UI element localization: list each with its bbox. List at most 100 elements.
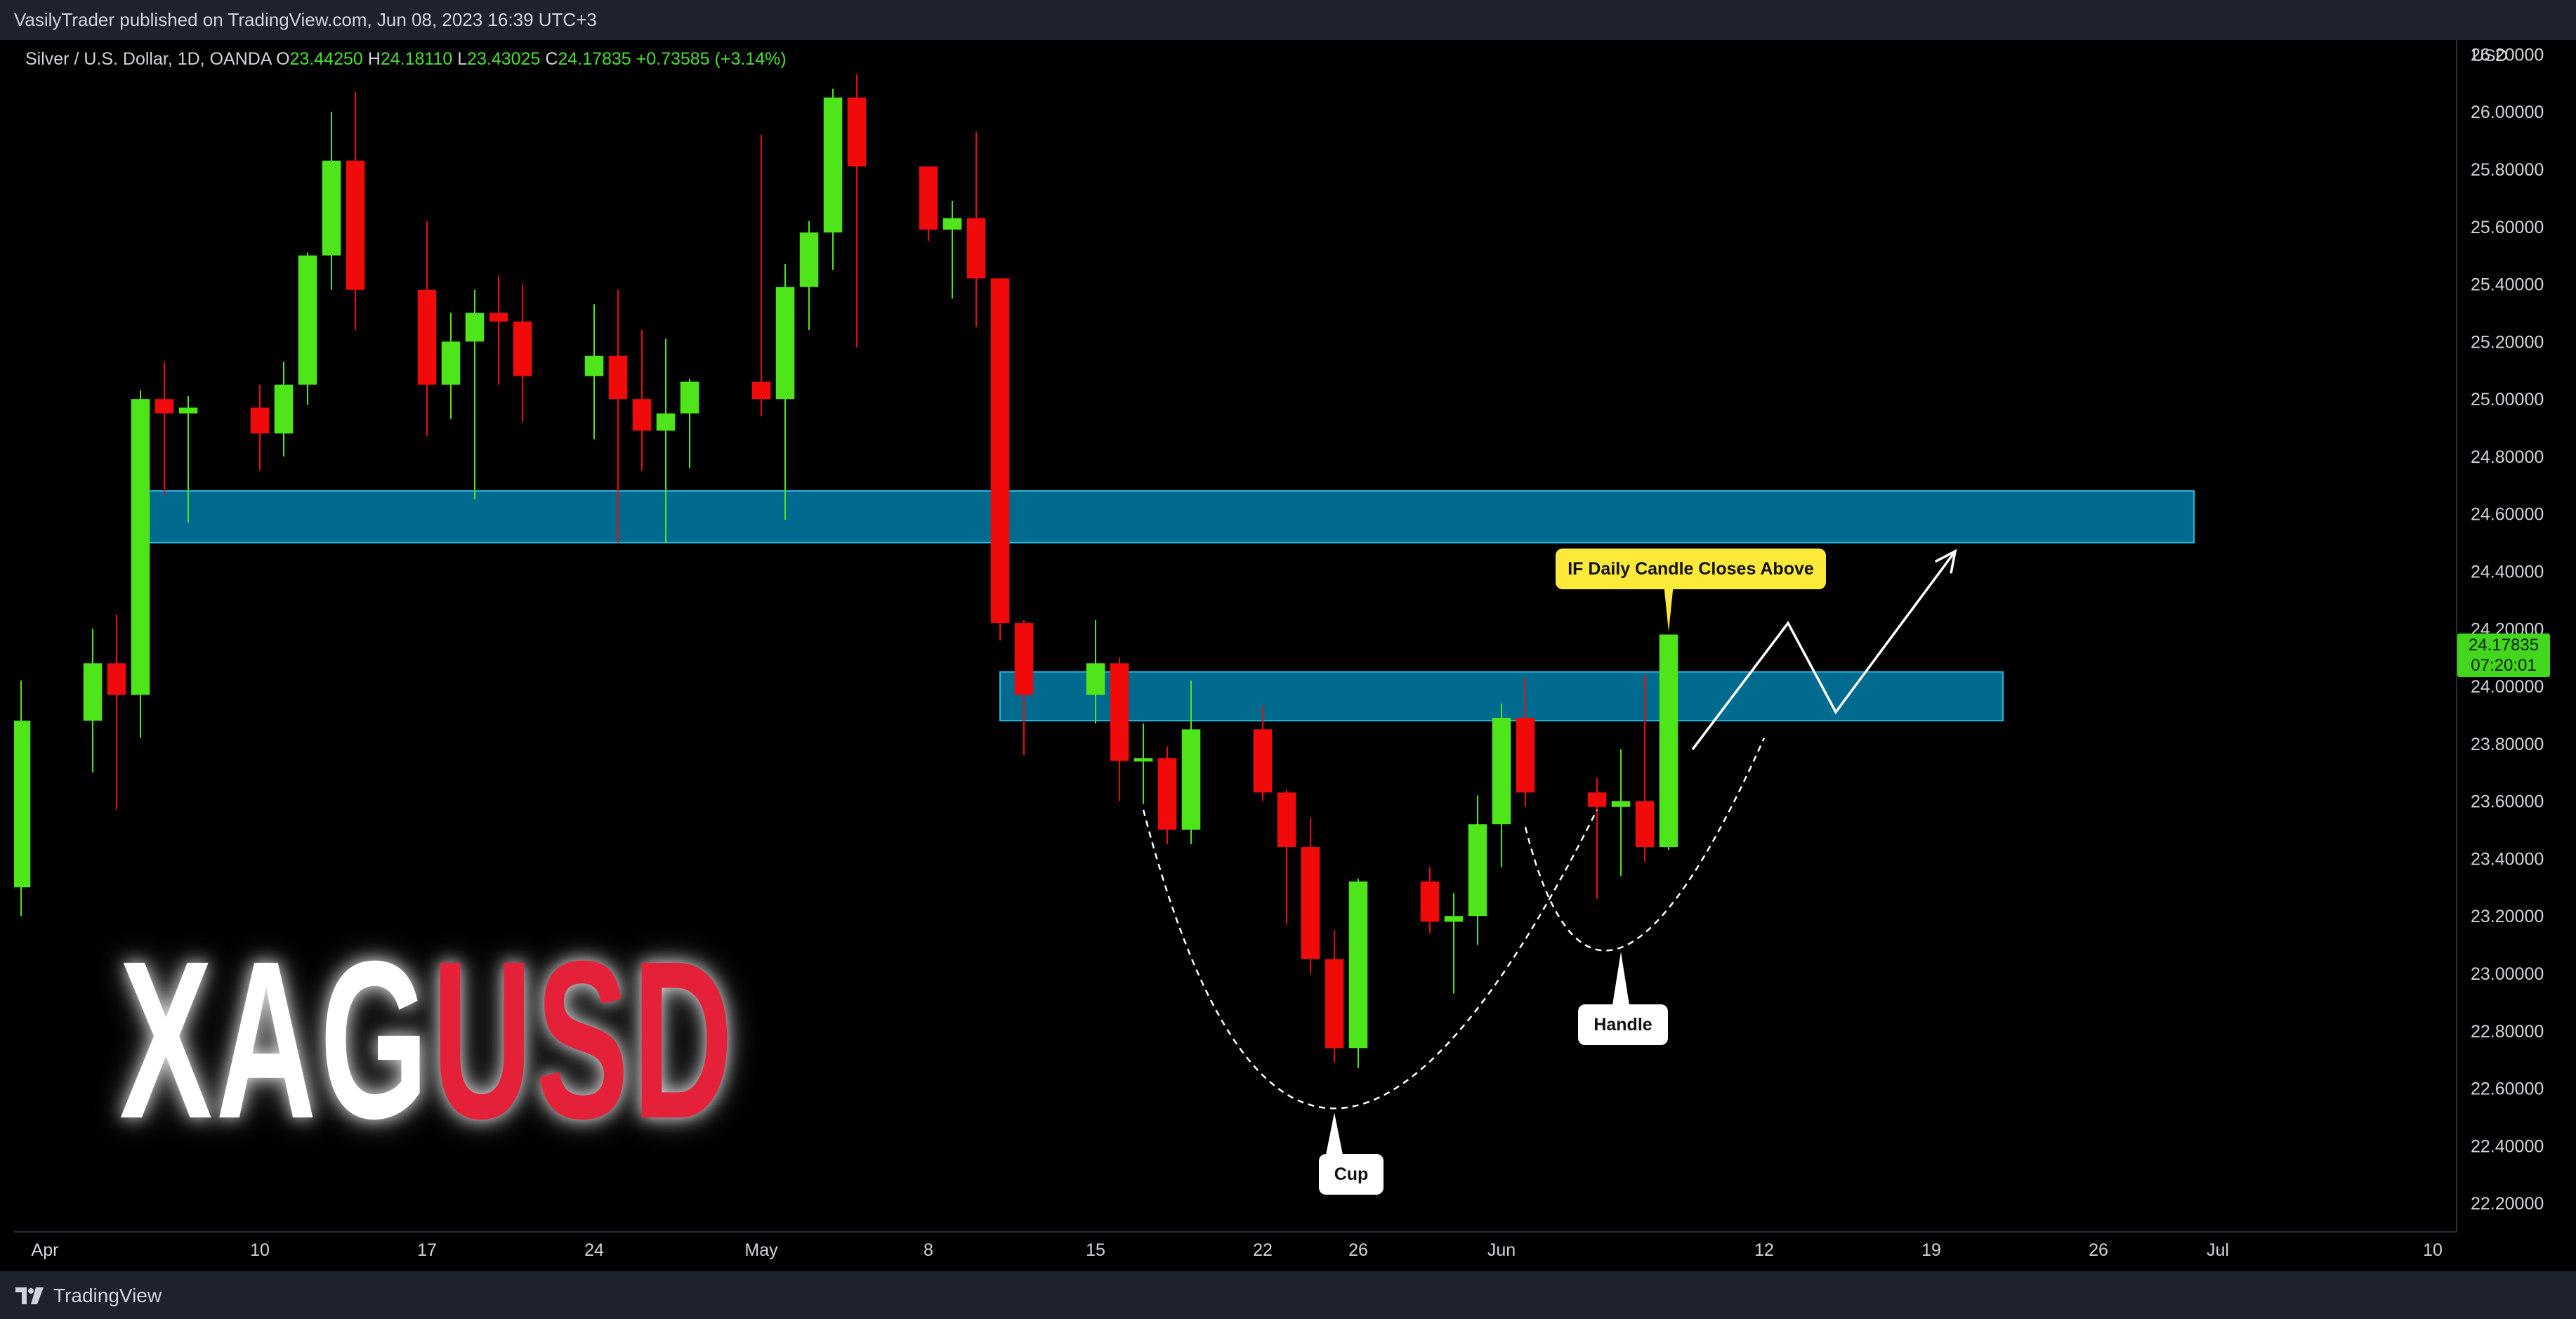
price-tick-label: 25.40000 [2471, 275, 2544, 295]
handle-curve [1524, 737, 1766, 952]
price-tick-label: 24.00000 [2471, 677, 2544, 697]
tradingview-logo[interactable]: TradingView [14, 1283, 162, 1308]
candle-body [1587, 792, 1607, 807]
candle-body [1516, 718, 1535, 793]
candle-body [14, 721, 31, 888]
price-tick-label: 25.60000 [2471, 218, 2544, 237]
time-tick-label: 8 [924, 1240, 933, 1260]
candle-body [1348, 881, 1368, 1049]
candle-body [465, 313, 485, 342]
time-tick-label: Jun [1487, 1240, 1516, 1260]
time-tick-label: 19 [1921, 1240, 1941, 1260]
time-tick-label: Apr [32, 1240, 59, 1260]
candle-body [656, 413, 676, 431]
chart-area[interactable]: 22.20000 22.40000 22.60000 22.80000 23.00000… [14, 40, 2576, 1271]
footer-bar: TradingView [0, 1271, 2576, 1319]
candle-body [250, 407, 270, 434]
time-tick-label: 12 [1754, 1240, 1774, 1260]
handle-pointer [1612, 952, 1629, 1005]
price-tick-label: 26.20000 [2471, 45, 2544, 65]
time-tick-label: 15 [1086, 1240, 1105, 1260]
logo-usd: USD [431, 914, 737, 1165]
cup-callout: Cup [1319, 1154, 1384, 1195]
price-tick-label: 24.60000 [2471, 505, 2544, 525]
candle-body [919, 166, 938, 230]
candle-body [990, 278, 1010, 624]
candle-body [1277, 792, 1296, 848]
price-tick-label: 23.60000 [2471, 792, 2544, 812]
price-tick-label: 26.00000 [2471, 103, 2544, 122]
candle-body [942, 218, 962, 230]
candlestick-chart[interactable]: 22.20000 22.40000 22.60000 22.80000 23.00000… [14, 40, 2576, 1271]
candle-body [346, 160, 365, 290]
high-label: H [367, 49, 381, 69]
candle-body [966, 218, 986, 279]
tradingview-icon [15, 1287, 44, 1304]
change-value: +0.73585 (+3.14%) [636, 49, 787, 69]
time-tick-label: Jul [2207, 1240, 2229, 1260]
candle-body [489, 313, 508, 322]
bar-countdown: 07:20:01 [2471, 656, 2537, 675]
candle-body [131, 399, 150, 695]
candle-body [1492, 718, 1511, 825]
tradingview-wordmark: TradingView [53, 1285, 162, 1306]
projection-arrowhead [1934, 549, 1957, 574]
price-tick-label: 23.00000 [2471, 964, 2544, 984]
projection-path [1691, 550, 1957, 751]
candle-body [322, 160, 341, 256]
candle-body [632, 399, 652, 431]
breakout-callout: IF Daily Candle Closes Above [1556, 549, 1826, 589]
candle-body [823, 97, 843, 232]
candle-body [1611, 801, 1631, 807]
time-tick-label: 26 [2089, 1240, 2108, 1260]
symbol-legend: Silver / U.S. Dollar, 1D, OANDA O23.4425… [25, 49, 787, 70]
symbol-name[interactable]: Silver / U.S. Dollar, 1D, OANDA [25, 49, 272, 69]
price-tick-label: 22.40000 [2471, 1136, 2544, 1156]
candle-body [1659, 634, 1678, 848]
resistance-zone [140, 490, 2195, 544]
price-tick-label: 25.20000 [2471, 332, 2544, 352]
candle-body [83, 663, 103, 721]
candle-body [680, 381, 699, 414]
price-tick-label: 23.40000 [2471, 849, 2544, 869]
candle-body [1086, 663, 1105, 695]
time-tick-label: 22 [1253, 1240, 1273, 1260]
candle-body [178, 407, 198, 414]
candle-body [1325, 959, 1344, 1049]
candle-body [584, 355, 604, 376]
price-tick-label: 24.40000 [2471, 562, 2544, 582]
candle-body [1468, 824, 1487, 917]
time-tick-label: 10 [250, 1240, 270, 1260]
candle-body [513, 321, 532, 376]
candle-body [1301, 847, 1320, 959]
currency-label[interactable]: USD [2472, 46, 2508, 65]
candle-body [1635, 801, 1655, 848]
time-tick-label: May [744, 1240, 778, 1260]
candle-body [608, 355, 628, 400]
candle-body [155, 399, 174, 414]
candle-body [799, 232, 819, 287]
xagusd-logo: XAGUSD [119, 927, 737, 1152]
open-label: O [276, 49, 290, 69]
candle-body [751, 381, 771, 400]
candle-body [1133, 758, 1153, 762]
candle-body [1157, 758, 1177, 830]
candle-body [1014, 623, 1034, 695]
cup-pointer [1326, 1113, 1343, 1155]
candle-body [107, 663, 126, 695]
price-tick-label: 25.00000 [2471, 390, 2544, 409]
candle-body [1444, 916, 1464, 922]
candle-body [441, 341, 461, 385]
candle-body [1181, 729, 1201, 830]
last-price: 24.17835 [2468, 636, 2539, 655]
time-tick-label: 17 [417, 1240, 437, 1260]
candle-body [847, 97, 867, 166]
cup-curve [1142, 809, 1598, 1110]
price-tick-label: 22.20000 [2471, 1194, 2544, 1214]
last-price-tag: 24.17835 07:20:01 [2457, 634, 2550, 677]
time-tick-label: 24 [584, 1240, 604, 1260]
price-tick-label: 25.80000 [2471, 160, 2544, 180]
low-label: L [457, 49, 468, 69]
price-tick-label: 22.60000 [2471, 1080, 2544, 1099]
time-tick-label: 26 [1348, 1240, 1368, 1260]
